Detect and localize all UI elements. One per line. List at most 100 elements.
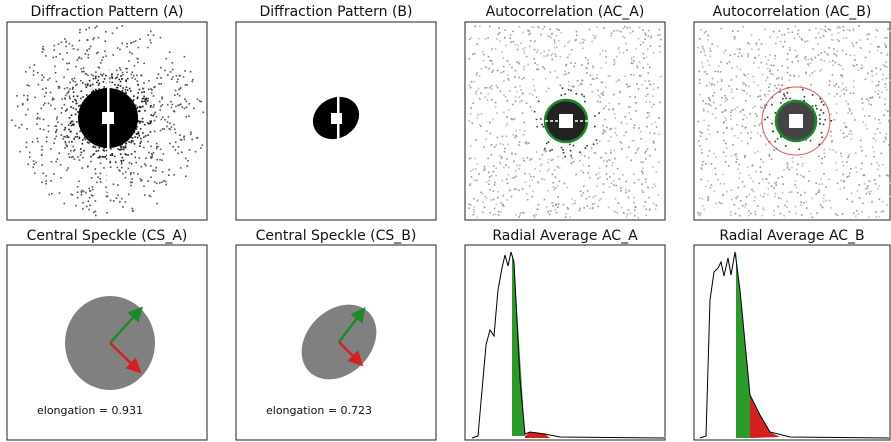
pixel [506, 116, 508, 118]
pixel [106, 149, 108, 152]
pixel [843, 180, 845, 182]
pixel [528, 173, 531, 175]
pixel [557, 40, 560, 42]
pixel [485, 181, 488, 183]
pixel [171, 62, 174, 64]
pixel [717, 65, 720, 67]
pixel [72, 80, 74, 82]
pixel [613, 113, 616, 116]
pixel [552, 205, 554, 207]
pixel [569, 143, 571, 146]
pixel [133, 143, 136, 145]
pixel [536, 49, 539, 52]
pixel [529, 185, 531, 187]
pixel [771, 122, 773, 125]
fill-green [736, 252, 750, 438]
pixel [51, 97, 54, 100]
pixel [160, 66, 162, 69]
pixel [755, 113, 757, 115]
pixel [598, 199, 601, 202]
pixel [179, 134, 181, 136]
pixel [701, 152, 703, 154]
pixel [659, 38, 662, 41]
pixel [567, 88, 570, 91]
pixel [707, 111, 709, 113]
pixel [650, 123, 653, 125]
pixel [109, 166, 112, 168]
pixel [155, 142, 158, 145]
pixel [502, 203, 504, 206]
pixel [605, 86, 607, 88]
pixel [502, 143, 504, 146]
pixel [109, 161, 111, 164]
pixel [101, 59, 103, 62]
pixel [839, 74, 842, 76]
pixel [659, 34, 661, 36]
pixel [869, 43, 872, 45]
pixel [564, 93, 566, 95]
pixel [131, 137, 134, 139]
pixel [564, 155, 566, 158]
pixel [700, 51, 702, 53]
pixel [562, 149, 564, 151]
pixel [122, 87, 124, 89]
pixel [177, 104, 179, 107]
pixel [116, 86, 119, 89]
pixel [708, 64, 710, 67]
pixel [77, 48, 79, 51]
pixel [549, 71, 552, 73]
pixel [600, 81, 603, 83]
pixel [629, 26, 632, 29]
pixel [889, 195, 891, 198]
pixel [74, 98, 76, 101]
pixel [699, 214, 701, 217]
pixel [768, 90, 771, 92]
pixel [54, 125, 56, 127]
pixel [131, 178, 133, 180]
pixel [846, 28, 849, 31]
pixel [124, 146, 127, 149]
pixel [578, 209, 581, 212]
pixel [519, 129, 521, 131]
pixel [841, 213, 844, 215]
pixel [155, 170, 157, 172]
pixel [514, 170, 517, 172]
pixel [39, 117, 41, 120]
pixel [593, 78, 596, 80]
pixel [551, 202, 553, 204]
pixel [591, 40, 593, 43]
pixel [135, 133, 138, 135]
pixel [519, 85, 521, 88]
pixel [808, 64, 810, 67]
pixel [174, 94, 176, 96]
pixel [645, 34, 647, 36]
pixel [112, 183, 115, 185]
pixel [183, 107, 186, 110]
pixel [809, 212, 812, 215]
pixel [604, 152, 607, 155]
pixel [79, 28, 81, 31]
pixel [822, 197, 825, 200]
pixel [861, 102, 864, 104]
pixel [26, 99, 29, 101]
pixel [719, 202, 722, 205]
pixel [588, 195, 591, 198]
pixel [796, 191, 799, 194]
pixel [492, 213, 495, 216]
pixel [754, 105, 756, 107]
pixel [548, 49, 550, 52]
pixel [523, 68, 525, 70]
pixel [875, 73, 878, 75]
pixel [124, 153, 127, 155]
pixel [735, 161, 737, 163]
pixel [619, 141, 622, 143]
pixel [804, 191, 806, 194]
pixel [612, 180, 615, 182]
pixel [121, 78, 123, 80]
pixel [119, 80, 122, 83]
pixel [737, 137, 739, 139]
pixel [196, 136, 199, 139]
pixel [807, 63, 809, 65]
pixel [67, 136, 70, 138]
pixel [764, 79, 767, 82]
